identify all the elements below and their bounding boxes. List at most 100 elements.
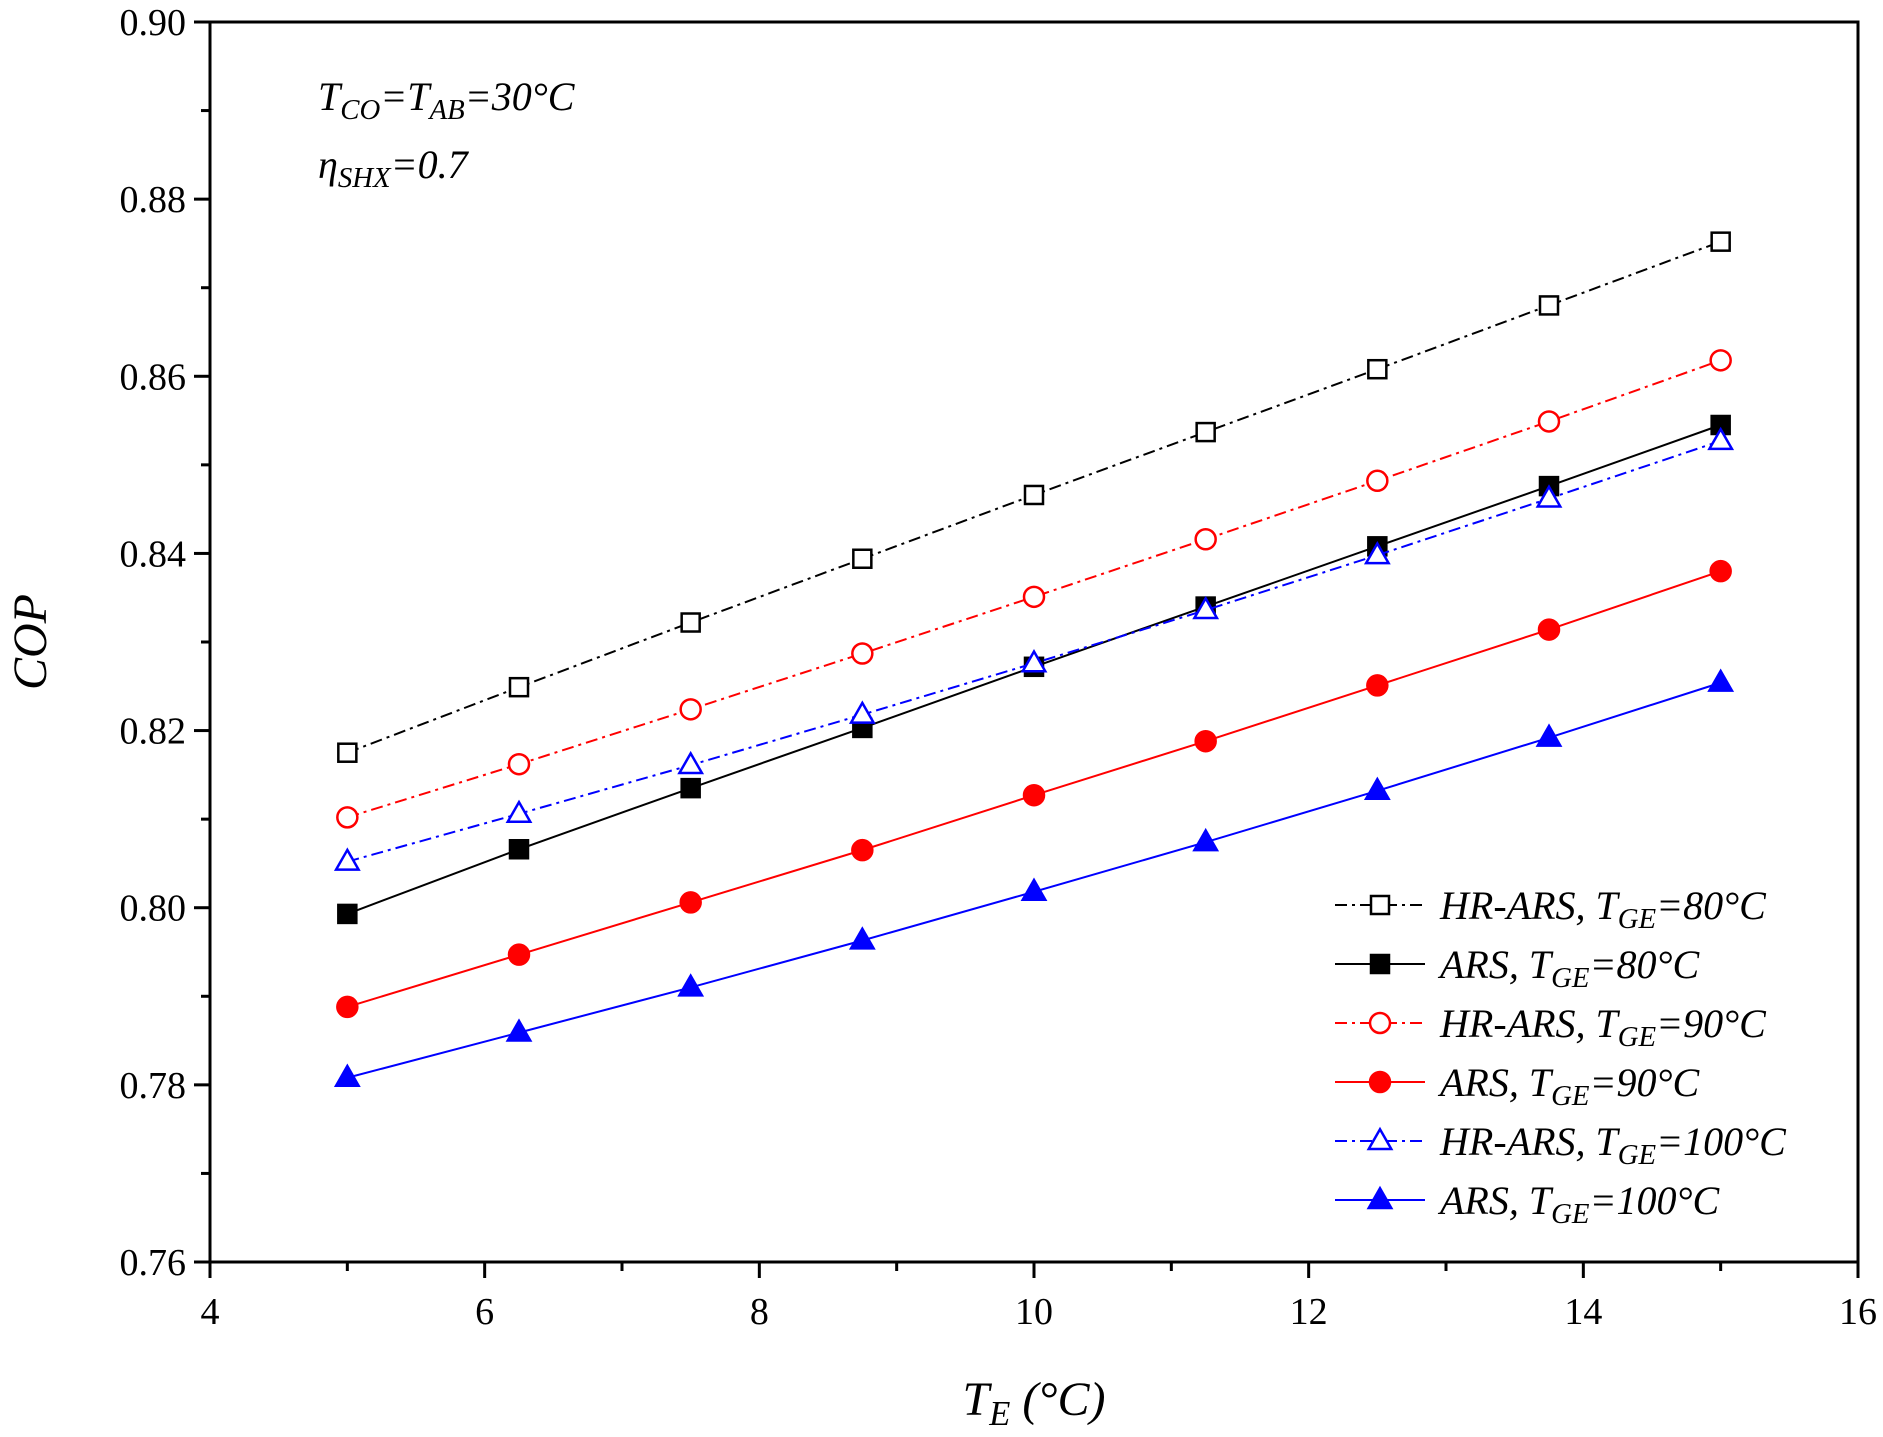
data-point bbox=[677, 750, 705, 775]
data-point bbox=[507, 752, 531, 776]
x-tick-label: 16 bbox=[1839, 1291, 1877, 1333]
y-tick-label: 0.80 bbox=[120, 888, 187, 930]
data-point bbox=[1535, 723, 1563, 747]
subscript: E bbox=[988, 1395, 1010, 1433]
legend-label: HR-ARS, TGE=80°C bbox=[1439, 883, 1767, 935]
legend-marker bbox=[1368, 1070, 1392, 1094]
data-point bbox=[1537, 618, 1561, 641]
legend-label: ARS, TGE=90°C bbox=[1437, 1060, 1701, 1112]
legend-label: ARS, TGE=80°C bbox=[1437, 942, 1701, 994]
data-point bbox=[1192, 595, 1220, 620]
x-tick-label: 4 bbox=[201, 1291, 220, 1333]
x-tick-label: 12 bbox=[1290, 1291, 1328, 1333]
data-point bbox=[1020, 877, 1048, 901]
data-point bbox=[680, 777, 701, 799]
data-point bbox=[1366, 674, 1389, 697]
x-axis-title: TE (°C) bbox=[963, 1373, 1106, 1433]
data-point bbox=[680, 612, 701, 633]
annotation-2: ηSHX=0.7 bbox=[318, 142, 470, 194]
data-point bbox=[1363, 540, 1391, 565]
subscript: GE bbox=[1618, 903, 1657, 935]
text-part: ARS, T bbox=[1437, 1060, 1554, 1105]
data-point bbox=[1022, 585, 1046, 609]
text-part: T bbox=[963, 1373, 993, 1426]
annotations: TCO=TAB=30°C ηSHX=0.7 bbox=[318, 74, 576, 194]
legend-marker bbox=[1366, 1126, 1394, 1151]
series-4 bbox=[336, 559, 1732, 1019]
data-point bbox=[1535, 484, 1563, 508]
legend-entry-6: ARS, TGE=100°C bbox=[1335, 1178, 1721, 1230]
text-part: =T bbox=[380, 74, 432, 119]
legend-entry-5: HR-ARS, TGE=100°C bbox=[1335, 1119, 1787, 1171]
data-point bbox=[1707, 668, 1735, 692]
text-part: =0.7 bbox=[391, 142, 470, 187]
series-3 bbox=[336, 349, 1732, 829]
series-5 bbox=[333, 426, 1735, 871]
x-tick-label: 14 bbox=[1564, 1291, 1602, 1333]
data-point bbox=[333, 1063, 361, 1087]
axis-titles: TE (°C) COP bbox=[4, 594, 1106, 1433]
text-part: =90°C bbox=[1590, 1060, 1701, 1105]
text-part: (°C) bbox=[1010, 1373, 1105, 1426]
data-point bbox=[679, 698, 702, 721]
data-point bbox=[337, 903, 358, 925]
y-tick-label: 0.84 bbox=[120, 533, 187, 575]
data-point bbox=[679, 891, 702, 914]
data-point bbox=[1707, 426, 1735, 451]
subscript: GE bbox=[1551, 962, 1590, 994]
text-part: T bbox=[318, 74, 343, 119]
data-point bbox=[1367, 358, 1388, 380]
subscript: GE bbox=[1618, 1021, 1657, 1053]
data-point bbox=[1194, 528, 1217, 551]
data-point bbox=[508, 839, 530, 860]
data-point bbox=[1709, 559, 1732, 583]
data-point bbox=[1537, 410, 1561, 433]
text-part: =100°C bbox=[1590, 1178, 1721, 1223]
text-part: ARS, T bbox=[1437, 1178, 1554, 1223]
series-1 bbox=[337, 231, 1731, 763]
x-tick-label: 10 bbox=[1015, 1291, 1053, 1333]
data-point bbox=[851, 838, 874, 862]
data-point bbox=[848, 926, 876, 950]
legend-label: ARS, TGE=100°C bbox=[1437, 1178, 1721, 1230]
data-point bbox=[337, 742, 358, 763]
legend-entry-2: ARS, TGE=80°C bbox=[1335, 942, 1701, 994]
text-part: =90°C bbox=[1656, 1001, 1767, 1046]
text-part: HR-ARS, T bbox=[1439, 883, 1621, 928]
legend-label: HR-ARS, TGE=90°C bbox=[1439, 1001, 1767, 1053]
subscript: CO bbox=[340, 94, 380, 126]
text-part: =80°C bbox=[1656, 883, 1767, 928]
data-point bbox=[333, 847, 361, 871]
subscript: GE bbox=[1551, 1198, 1590, 1230]
data-point bbox=[1709, 349, 1732, 372]
legend-label: HR-ARS, TGE=100°C bbox=[1439, 1119, 1787, 1171]
subscript: GE bbox=[1551, 1080, 1590, 1112]
series-layer bbox=[333, 231, 1735, 1087]
text-part: HR-ARS, T bbox=[1439, 1119, 1621, 1164]
y-tick-label: 0.82 bbox=[120, 711, 187, 753]
data-point bbox=[336, 806, 359, 829]
data-point bbox=[677, 973, 705, 997]
data-point bbox=[505, 1018, 533, 1042]
text-part: HR-ARS, T bbox=[1439, 1001, 1621, 1046]
data-point bbox=[851, 642, 874, 665]
y-tick-label: 0.86 bbox=[120, 356, 187, 398]
data-point bbox=[508, 676, 530, 698]
legend-marker bbox=[1368, 1011, 1392, 1035]
data-point bbox=[852, 548, 873, 569]
legend-entry-1: HR-ARS, TGE=80°C bbox=[1335, 883, 1767, 935]
data-point bbox=[507, 943, 531, 966]
y-axis-title: COP bbox=[4, 594, 57, 690]
annotation-1: TCO=TAB=30°C bbox=[318, 74, 576, 126]
y-tick-label: 0.90 bbox=[120, 2, 187, 44]
text-part: ARS, T bbox=[1437, 942, 1554, 987]
text-part: =30°C bbox=[465, 74, 576, 119]
data-point bbox=[1192, 827, 1220, 852]
subscript: GE bbox=[1618, 1139, 1657, 1171]
legend-marker bbox=[1369, 894, 1391, 916]
axis-ticks: 4 6 8 10 12 14 16 0.76 0.78 0.80 0.82 0.84 0.86 0.88 0… bbox=[120, 2, 1878, 1333]
data-point bbox=[1194, 729, 1217, 753]
text-part: =100°C bbox=[1656, 1119, 1787, 1164]
data-point bbox=[1710, 231, 1731, 252]
